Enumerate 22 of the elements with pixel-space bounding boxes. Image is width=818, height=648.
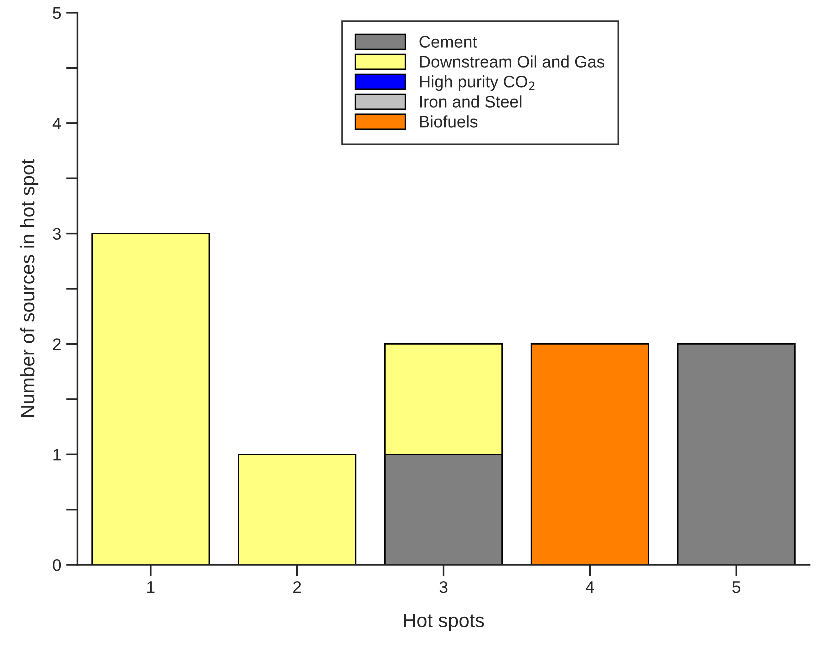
- x-tick-label: 2: [294, 581, 302, 594]
- x-tick-label: 3: [440, 581, 448, 594]
- x-tick-label: 5: [732, 582, 741, 594]
- y-tick-label: 2: [53, 338, 61, 350]
- x-tick-label: 4: [586, 582, 594, 594]
- legend-label: High purity CO$_{2}$: [420, 76, 535, 92]
- y-tick-label: 4: [52, 118, 62, 130]
- y-tick-label: 5: [53, 8, 62, 20]
- y-axis-title: Number of sources in hot spot: [20, 159, 39, 418]
- legend-label: Cement: [420, 36, 478, 48]
- bar: [238, 454, 357, 566]
- y-tick-label: 3: [53, 228, 62, 240]
- y-tick-label: 1: [54, 449, 61, 461]
- x-tick-label: 1: [148, 582, 155, 594]
- bar: [92, 233, 210, 566]
- legend-label: Biofuels: [420, 116, 478, 128]
- bar: [530, 344, 650, 566]
- x-axis-title: Hot spots: [404, 614, 484, 632]
- y-tick-label: 0: [53, 559, 62, 572]
- legend-label: Downstream Oil and Gas: [420, 56, 605, 68]
- legend-label: Iron and Steel: [420, 96, 522, 108]
- bar: [677, 344, 796, 566]
